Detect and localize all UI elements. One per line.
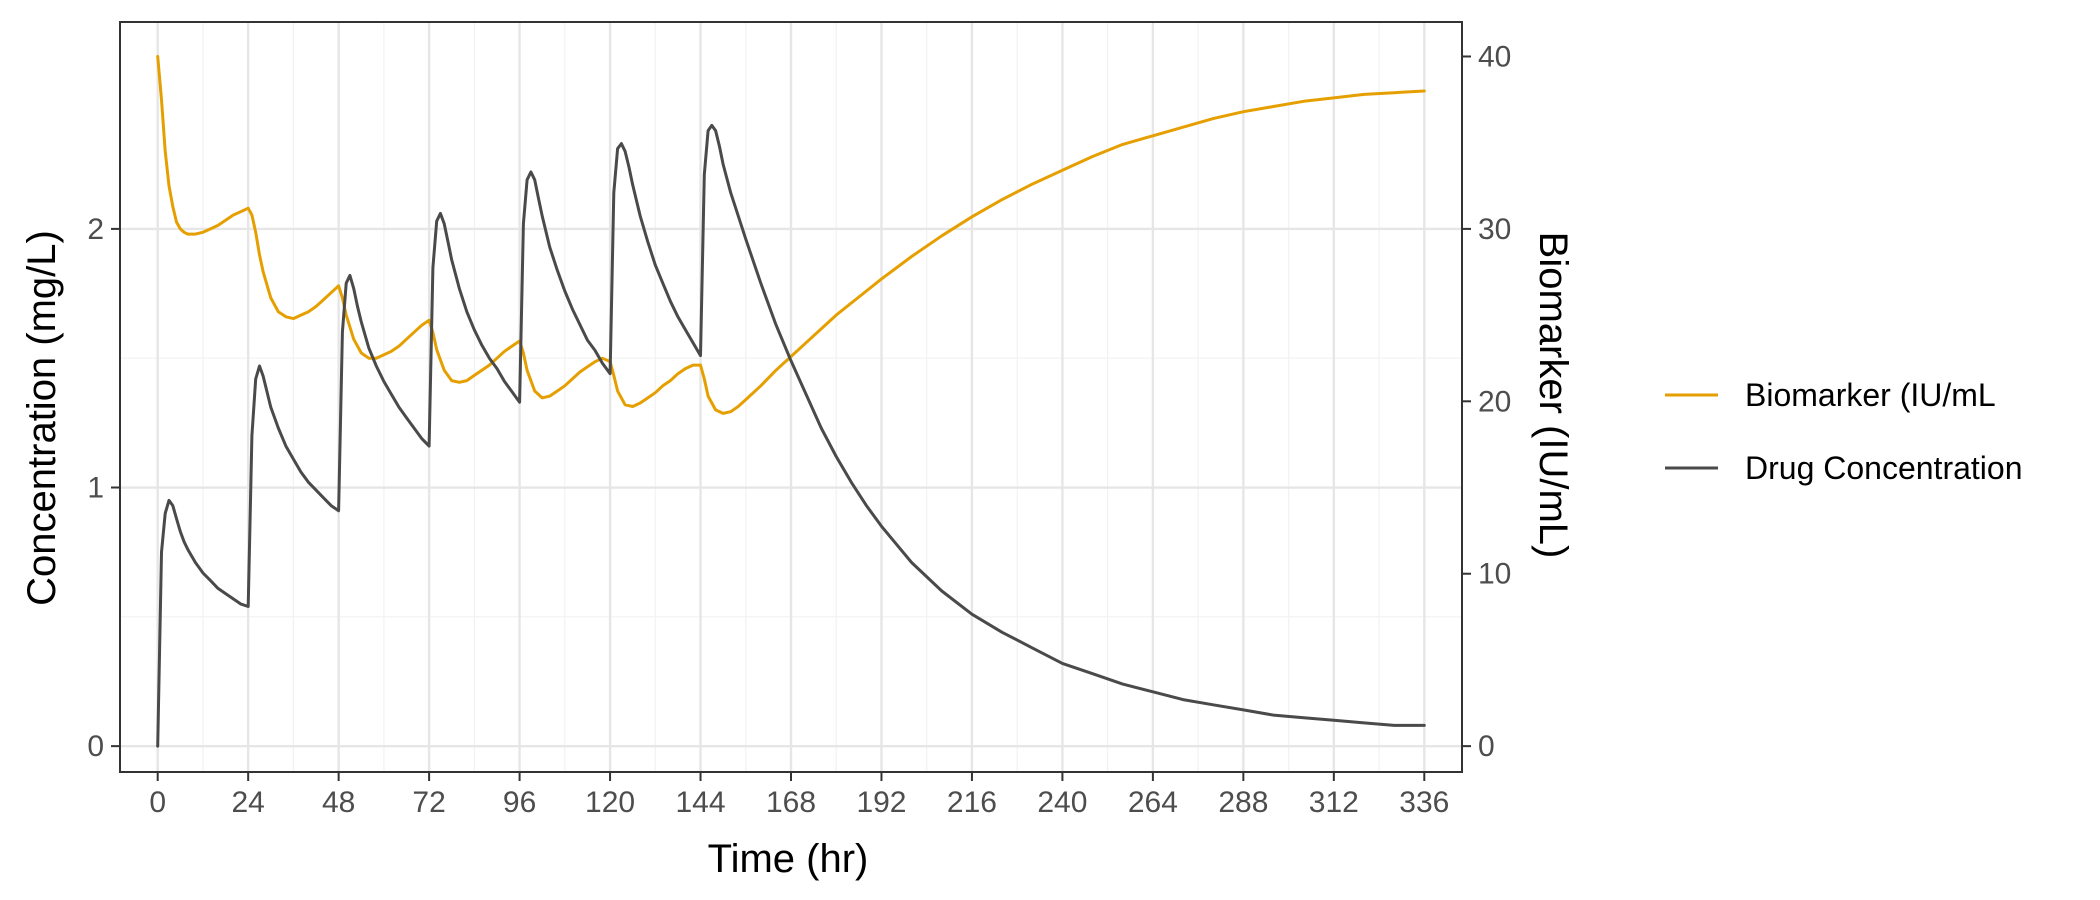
axis-layer: 0 24 48 72 96 120 144 168 192 216 240 264 288 312 3360… xyxy=(87,40,1511,819)
x-tick-label: 144 xyxy=(675,786,725,819)
x-tick-label: 288 xyxy=(1218,786,1268,819)
x-tick-label: 96 xyxy=(503,786,536,819)
x-tick-label: 120 xyxy=(585,786,635,819)
y-right-tick-label: 0 xyxy=(1478,730,1495,763)
y-right-tick-label: 30 xyxy=(1478,213,1511,246)
y-left-tick-label: 0 xyxy=(87,730,104,763)
x-tick-label: 0 xyxy=(149,786,166,819)
x-tick-label: 216 xyxy=(947,786,997,819)
legend: Biomarker (IU/mL Drug Concentration xyxy=(1665,377,2022,486)
y-axis-title-left: Concentration (mg/L) xyxy=(20,230,64,606)
legend-label-biomarker: Biomarker (IU/mL xyxy=(1745,377,1996,413)
x-tick-label: 72 xyxy=(412,786,445,819)
y-left-tick-label: 2 xyxy=(87,213,104,246)
series-line-biomarker xyxy=(156,55,1426,415)
series-line-drug xyxy=(156,123,1426,748)
legend-item-drug: Drug Concentration xyxy=(1665,450,2022,486)
x-tick-label: 48 xyxy=(322,786,355,819)
x-axis-title: Time (hr) xyxy=(708,837,869,881)
x-tick-label: 336 xyxy=(1399,786,1449,819)
y-right-tick-label: 40 xyxy=(1478,40,1511,73)
x-tick-label: 312 xyxy=(1309,786,1359,819)
x-tick-label: 264 xyxy=(1128,786,1178,819)
legend-label-drug: Drug Concentration xyxy=(1745,450,2022,486)
grid-layer xyxy=(120,22,1462,772)
y-left-tick-label: 1 xyxy=(87,472,104,505)
x-tick-label: 24 xyxy=(231,786,264,819)
x-tick-label: 192 xyxy=(856,786,906,819)
y-right-tick-label: 20 xyxy=(1478,385,1511,418)
series-layer xyxy=(156,55,1426,748)
x-tick-label: 240 xyxy=(1037,786,1087,819)
x-tick-label: 168 xyxy=(766,786,816,819)
y-axis-title-right: Biomarker (IU/mL) xyxy=(1531,232,1575,559)
legend-item-biomarker: Biomarker (IU/mL xyxy=(1665,377,1996,413)
y-right-tick-label: 10 xyxy=(1478,558,1511,591)
